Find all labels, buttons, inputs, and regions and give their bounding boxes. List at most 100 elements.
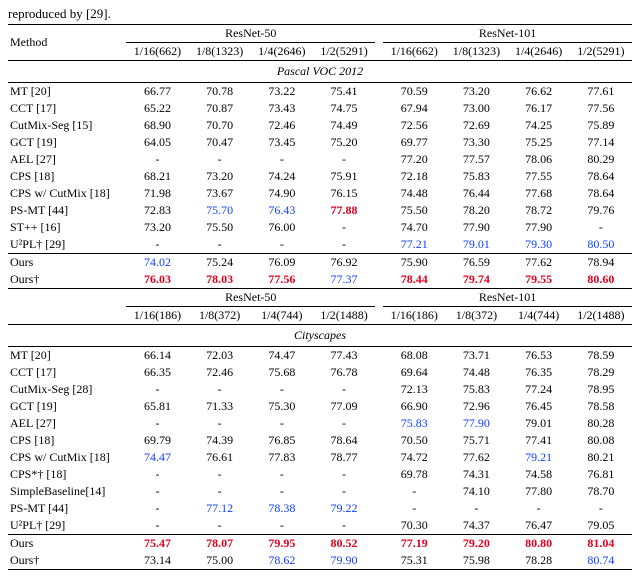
value-cell: 78.03 xyxy=(189,271,251,289)
value-cell: 77.20 xyxy=(383,151,445,168)
value-cell: 76.43 xyxy=(251,202,313,219)
header-split: 1/16(186) xyxy=(126,307,188,325)
value-cell: 71.33 xyxy=(189,398,251,415)
method-cell: ST++ [16] xyxy=(8,219,126,236)
value-cell: 77.21 xyxy=(383,236,445,254)
value-cell: 78.62 xyxy=(251,552,313,570)
value-cell: 76.47 xyxy=(508,517,570,535)
value-cell: 72.96 xyxy=(445,398,507,415)
value-cell: 75.50 xyxy=(383,202,445,219)
value-cell: - xyxy=(313,415,375,432)
value-cell: - xyxy=(189,517,251,535)
value-cell: 72.46 xyxy=(189,364,251,381)
value-cell: - xyxy=(251,381,313,398)
method-cell: GCT [19] xyxy=(8,134,126,151)
value-cell: - xyxy=(313,483,375,500)
header-split: 1/8(372) xyxy=(189,307,251,325)
value-cell: 73.22 xyxy=(251,83,313,101)
header-backbone: ResNet-101 xyxy=(383,25,632,43)
value-cell: 73.71 xyxy=(445,347,507,365)
value-cell: 74.47 xyxy=(251,347,313,365)
value-cell: 76.44 xyxy=(445,185,507,202)
value-cell: 74.70 xyxy=(383,219,445,236)
value-cell: 75.83 xyxy=(383,415,445,432)
value-cell: 66.90 xyxy=(383,398,445,415)
value-cell: 78.70 xyxy=(570,483,632,500)
value-cell: 73.67 xyxy=(189,185,251,202)
header-split: 1/8(1323) xyxy=(445,43,507,61)
value-cell: 78.95 xyxy=(570,381,632,398)
value-cell: 70.87 xyxy=(189,100,251,117)
value-cell: 75.68 xyxy=(251,364,313,381)
value-cell: 76.15 xyxy=(313,185,375,202)
value-cell: 76.03 xyxy=(126,271,188,289)
value-cell: 77.90 xyxy=(445,415,507,432)
value-cell: 80.29 xyxy=(570,151,632,168)
value-cell: 77.56 xyxy=(251,271,313,289)
value-cell: 76.35 xyxy=(508,364,570,381)
header-backbone: ResNet-50 xyxy=(126,25,375,43)
header-split: 1/8(1323) xyxy=(189,43,251,61)
value-cell: - xyxy=(313,236,375,254)
value-cell: 78.28 xyxy=(508,552,570,570)
value-cell: 78.58 xyxy=(570,398,632,415)
value-cell: 75.25 xyxy=(508,134,570,151)
value-cell: 72.56 xyxy=(383,117,445,134)
value-cell: 77.62 xyxy=(508,254,570,272)
value-cell: 73.20 xyxy=(189,168,251,185)
value-cell: 65.22 xyxy=(126,100,188,117)
value-cell: - xyxy=(126,381,188,398)
value-cell: 79.01 xyxy=(508,415,570,432)
header-split: 1/16(662) xyxy=(383,43,445,61)
value-cell: 75.50 xyxy=(189,219,251,236)
value-cell: 66.14 xyxy=(126,347,188,365)
value-cell: 69.79 xyxy=(126,432,188,449)
method-cell: SimpleBaseline[14] xyxy=(8,483,126,500)
value-cell: 79.05 xyxy=(570,517,632,535)
value-cell: 74.48 xyxy=(383,185,445,202)
value-cell: 69.78 xyxy=(383,466,445,483)
header-split: 1/4(2646) xyxy=(508,43,570,61)
value-cell: 78.64 xyxy=(570,185,632,202)
header-split: 1/2(1488) xyxy=(313,307,375,325)
value-cell: 77.19 xyxy=(383,535,445,553)
value-cell: - xyxy=(383,500,445,517)
value-cell: 75.71 xyxy=(445,432,507,449)
results-table: MethodResNet-50ResNet-1011/16(662)1/8(13… xyxy=(8,24,632,570)
method-cell: PS-MT [44] xyxy=(8,500,126,517)
value-cell: 74.24 xyxy=(251,168,313,185)
value-cell: 74.72 xyxy=(383,449,445,466)
header-split: 1/2(5291) xyxy=(570,43,632,61)
value-cell: - xyxy=(189,236,251,254)
value-cell: 77.55 xyxy=(508,168,570,185)
value-cell: - xyxy=(126,415,188,432)
value-cell: 74.39 xyxy=(189,432,251,449)
method-cell: U²PL† [29] xyxy=(8,517,126,535)
value-cell: 78.07 xyxy=(189,535,251,553)
value-cell: 79.74 xyxy=(445,271,507,289)
value-cell: 70.78 xyxy=(189,83,251,101)
header-split: 1/4(2646) xyxy=(251,43,313,61)
method-cell: CPS w/ CutMix [18] xyxy=(8,449,126,466)
value-cell: 76.62 xyxy=(508,83,570,101)
method-cell: U²PL† [29] xyxy=(8,236,126,254)
value-cell: 72.46 xyxy=(251,117,313,134)
value-cell: 74.48 xyxy=(445,364,507,381)
value-cell: 72.69 xyxy=(445,117,507,134)
value-cell: 81.04 xyxy=(570,535,632,553)
header-split: 1/2(5291) xyxy=(313,43,375,61)
method-cell: CPS [18] xyxy=(8,168,126,185)
header-backbone: ResNet-50 xyxy=(126,289,375,307)
value-cell: 68.21 xyxy=(126,168,188,185)
value-cell: - xyxy=(251,151,313,168)
value-cell: - xyxy=(508,500,570,517)
value-cell: - xyxy=(189,415,251,432)
value-cell: 78.44 xyxy=(383,271,445,289)
value-cell: 77.37 xyxy=(313,271,375,289)
value-cell: 67.94 xyxy=(383,100,445,117)
header-split: 1/4(744) xyxy=(508,307,570,325)
value-cell: - xyxy=(251,483,313,500)
value-cell: 80.08 xyxy=(570,432,632,449)
value-cell: 77.61 xyxy=(570,83,632,101)
value-cell: 75.31 xyxy=(383,552,445,570)
